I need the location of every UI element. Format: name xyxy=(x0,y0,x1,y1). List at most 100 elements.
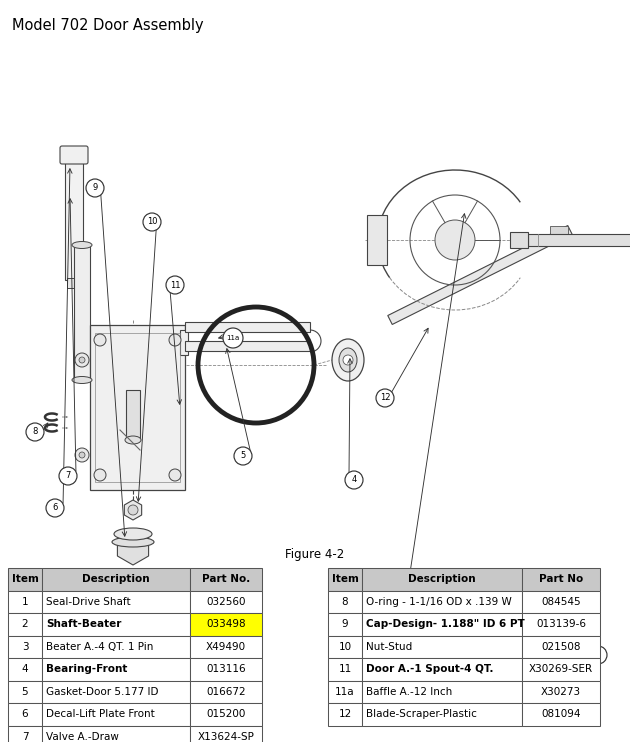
Bar xyxy=(362,635,522,658)
Circle shape xyxy=(79,452,85,458)
Ellipse shape xyxy=(72,376,92,384)
Text: 032560: 032560 xyxy=(206,597,246,607)
Circle shape xyxy=(435,220,475,260)
Text: 11: 11 xyxy=(338,664,352,674)
Bar xyxy=(74,245,90,380)
Text: 12: 12 xyxy=(380,393,390,402)
Text: 013139-6: 013139-6 xyxy=(536,620,586,629)
Bar xyxy=(67,278,81,288)
Bar xyxy=(328,613,362,635)
Text: Item: Item xyxy=(331,574,358,584)
Text: 3: 3 xyxy=(410,574,416,582)
Text: 6: 6 xyxy=(21,709,28,719)
Ellipse shape xyxy=(72,241,92,249)
Text: 12: 12 xyxy=(338,709,352,719)
Bar xyxy=(8,613,42,635)
Bar xyxy=(42,703,190,726)
Text: Bearing-Front: Bearing-Front xyxy=(46,664,127,674)
Text: 7: 7 xyxy=(66,471,71,481)
Circle shape xyxy=(46,499,64,517)
Ellipse shape xyxy=(112,537,154,547)
Bar xyxy=(42,658,190,680)
Bar xyxy=(522,568,600,591)
Bar xyxy=(190,703,262,726)
Ellipse shape xyxy=(114,528,152,540)
Bar xyxy=(362,591,522,613)
Bar xyxy=(528,234,630,246)
Circle shape xyxy=(94,334,106,346)
Text: 10: 10 xyxy=(147,217,158,226)
Text: Decal-Lift Plate Front: Decal-Lift Plate Front xyxy=(46,709,155,719)
Text: Shaft-Beater: Shaft-Beater xyxy=(46,620,122,629)
Text: Valve A.-Draw: Valve A.-Draw xyxy=(46,732,119,742)
Bar xyxy=(8,591,42,613)
Bar xyxy=(522,635,600,658)
Text: 3: 3 xyxy=(21,642,28,651)
Bar xyxy=(522,680,600,703)
Text: Part No: Part No xyxy=(539,574,583,584)
Bar xyxy=(362,568,522,591)
Bar xyxy=(362,703,522,726)
Ellipse shape xyxy=(125,436,141,444)
FancyArrow shape xyxy=(62,416,68,418)
Text: 081094: 081094 xyxy=(541,709,581,719)
Bar xyxy=(90,325,185,490)
Text: Description: Description xyxy=(408,574,476,584)
Circle shape xyxy=(169,469,181,481)
FancyArrow shape xyxy=(62,427,68,429)
Bar xyxy=(8,680,42,703)
Text: 013116: 013116 xyxy=(206,664,246,674)
Text: 015200: 015200 xyxy=(206,709,246,719)
Text: Seal-Drive Shaft: Seal-Drive Shaft xyxy=(46,597,130,607)
FancyBboxPatch shape xyxy=(60,146,88,164)
Bar xyxy=(190,591,262,613)
Bar xyxy=(328,658,362,680)
Text: Figure 4-2: Figure 4-2 xyxy=(285,548,345,561)
Bar xyxy=(42,635,190,658)
Text: 021508: 021508 xyxy=(541,642,581,651)
Circle shape xyxy=(544,613,562,631)
Bar xyxy=(42,613,190,635)
Bar xyxy=(328,680,362,703)
Polygon shape xyxy=(387,226,572,324)
Text: X49490: X49490 xyxy=(206,642,246,651)
Text: 10: 10 xyxy=(338,642,352,651)
Circle shape xyxy=(376,389,394,407)
Bar xyxy=(522,658,600,680)
Text: 11a: 11a xyxy=(226,335,239,341)
Bar xyxy=(328,703,362,726)
Circle shape xyxy=(345,471,363,489)
Text: Beater A.-4 QT. 1 Pin: Beater A.-4 QT. 1 Pin xyxy=(46,642,153,651)
Bar xyxy=(65,160,83,280)
Text: 1: 1 xyxy=(21,597,28,607)
Bar xyxy=(522,591,600,613)
Ellipse shape xyxy=(332,339,364,381)
Bar xyxy=(8,703,42,726)
Circle shape xyxy=(166,276,184,294)
Bar xyxy=(190,635,262,658)
Text: 11: 11 xyxy=(169,280,180,289)
Circle shape xyxy=(343,355,353,365)
Bar xyxy=(185,341,310,351)
Circle shape xyxy=(169,334,181,346)
Text: X30269-SER: X30269-SER xyxy=(529,664,593,674)
Bar xyxy=(42,568,190,591)
Text: 4: 4 xyxy=(352,476,357,485)
Text: Door A.-1 Spout-4 QT.: Door A.-1 Spout-4 QT. xyxy=(366,664,493,674)
Circle shape xyxy=(75,448,89,462)
Bar xyxy=(367,215,387,265)
Text: 2: 2 xyxy=(21,620,28,629)
Text: 1: 1 xyxy=(595,651,600,660)
Bar xyxy=(522,613,600,635)
Bar xyxy=(510,232,528,248)
Text: 016672: 016672 xyxy=(206,687,246,697)
Text: 4: 4 xyxy=(21,664,28,674)
Bar xyxy=(190,613,262,635)
Text: 084545: 084545 xyxy=(541,597,581,607)
Text: 5: 5 xyxy=(21,687,28,697)
Bar xyxy=(8,568,42,591)
Bar xyxy=(42,591,190,613)
Bar xyxy=(362,613,522,635)
Bar xyxy=(42,726,190,742)
Circle shape xyxy=(59,467,77,485)
